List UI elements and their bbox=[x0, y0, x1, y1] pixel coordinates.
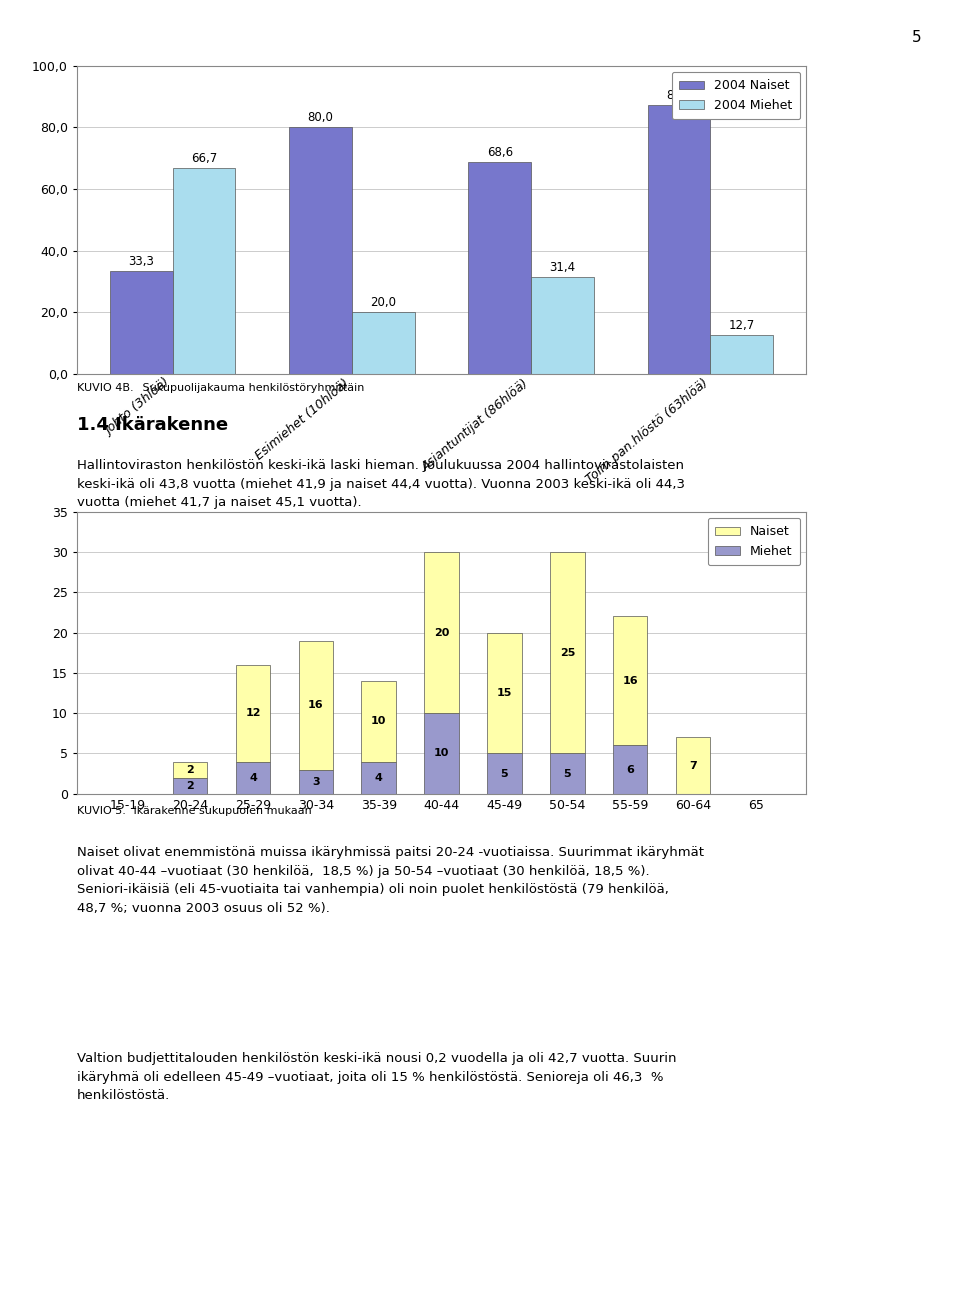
Text: 20: 20 bbox=[434, 627, 449, 638]
Bar bbox=[236, 761, 271, 794]
Bar bbox=[236, 665, 271, 761]
Text: 31,4: 31,4 bbox=[549, 261, 576, 274]
Text: 20,0: 20,0 bbox=[371, 297, 396, 310]
Bar bbox=[550, 753, 585, 794]
Text: 66,7: 66,7 bbox=[191, 152, 217, 165]
Text: 4: 4 bbox=[249, 773, 257, 783]
Text: 4: 4 bbox=[374, 773, 383, 783]
Text: 68,6: 68,6 bbox=[487, 147, 513, 159]
Text: 1.4 Ikärakenne: 1.4 Ikärakenne bbox=[77, 416, 228, 434]
Legend: 2004 Naiset, 2004 Miehet: 2004 Naiset, 2004 Miehet bbox=[672, 72, 800, 119]
Text: 12,7: 12,7 bbox=[729, 319, 755, 332]
Bar bbox=[710, 335, 773, 374]
Bar bbox=[550, 552, 585, 753]
Bar bbox=[612, 617, 647, 745]
Bar bbox=[648, 105, 710, 374]
Bar bbox=[531, 277, 594, 374]
Text: 16: 16 bbox=[622, 676, 638, 686]
Text: 7: 7 bbox=[689, 761, 697, 770]
Text: 12: 12 bbox=[245, 708, 261, 718]
Bar bbox=[424, 714, 459, 794]
Text: 6: 6 bbox=[626, 765, 635, 774]
Bar bbox=[110, 272, 173, 374]
Text: 5: 5 bbox=[501, 769, 508, 778]
Text: 33,3: 33,3 bbox=[129, 255, 155, 268]
Text: 80,0: 80,0 bbox=[307, 112, 333, 125]
Text: 2: 2 bbox=[186, 765, 194, 774]
Text: 16: 16 bbox=[308, 701, 324, 710]
Text: KUVIO 5.: KUVIO 5. bbox=[77, 806, 126, 816]
Bar bbox=[173, 778, 207, 794]
Text: Ikärakenne sukupuolen mukaan: Ikärakenne sukupuolen mukaan bbox=[130, 806, 311, 816]
Text: Valtion budjettitalouden henkilöstön keski-ikä nousi 0,2 vuodella ja oli 42,7 vu: Valtion budjettitalouden henkilöstön kes… bbox=[77, 1052, 676, 1102]
Bar bbox=[362, 761, 396, 794]
Bar bbox=[424, 552, 459, 714]
Text: 3: 3 bbox=[312, 777, 320, 787]
Text: Hallintoviraston henkilöstön keski-ikä laski hieman. Joulukuussa 2004 hallintovi: Hallintoviraston henkilöstön keski-ikä l… bbox=[77, 459, 684, 509]
Bar bbox=[468, 163, 531, 374]
Bar bbox=[289, 127, 352, 374]
Bar bbox=[362, 681, 396, 761]
Text: 5: 5 bbox=[912, 30, 922, 45]
Bar bbox=[299, 640, 333, 770]
Bar bbox=[676, 737, 710, 794]
Text: Sukupuolijakauma henkilöstöryhmittäin: Sukupuolijakauma henkilöstöryhmittäin bbox=[139, 383, 365, 394]
Legend: Naiset, Miehet: Naiset, Miehet bbox=[708, 518, 800, 565]
Bar bbox=[299, 770, 333, 794]
Text: 10: 10 bbox=[434, 748, 449, 758]
Text: 5: 5 bbox=[564, 769, 571, 778]
Bar bbox=[173, 168, 235, 374]
Text: Naiset olivat enemmistönä muissa ikäryhmissä paitsi 20-24 -vuotiaissa. Suurimmat: Naiset olivat enemmistönä muissa ikäryhm… bbox=[77, 846, 704, 914]
Bar bbox=[487, 632, 521, 753]
Text: 2: 2 bbox=[186, 781, 194, 791]
Bar bbox=[487, 753, 521, 794]
Text: 87,3: 87,3 bbox=[666, 89, 692, 101]
Bar bbox=[352, 312, 415, 374]
Bar bbox=[612, 745, 647, 794]
Text: 25: 25 bbox=[560, 648, 575, 657]
Text: KUVIO 4B.: KUVIO 4B. bbox=[77, 383, 133, 394]
Text: 15: 15 bbox=[496, 687, 512, 698]
Text: 10: 10 bbox=[372, 716, 387, 727]
Bar bbox=[173, 761, 207, 778]
